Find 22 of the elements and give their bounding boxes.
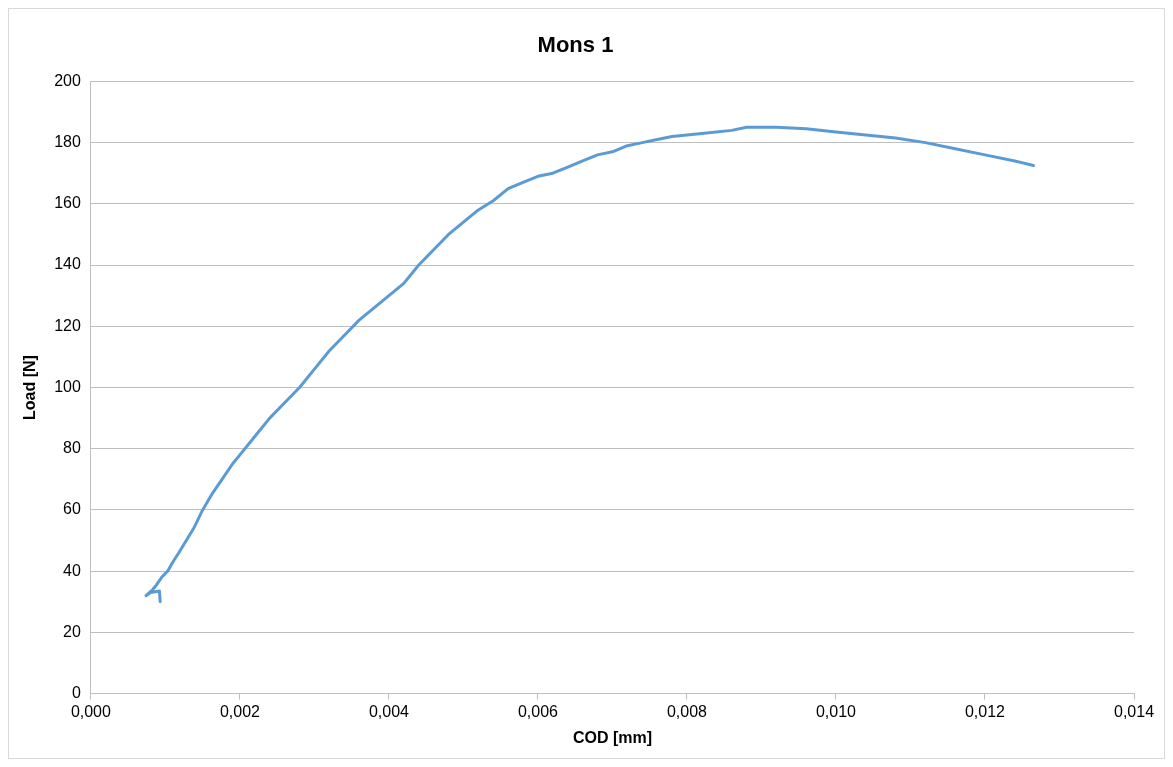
y-tick-label: 200 [54,71,81,89]
chart-title: Mons 1 [537,32,614,58]
y-tick-label: 180 [54,133,81,151]
y-tick-label: 100 [54,377,81,395]
x-tick-label: 0,014 [1113,702,1155,720]
x-tick-label: 0,012 [964,702,1006,720]
x-tick-label: 0,008 [666,702,708,720]
y-tick-label: 60 [63,500,81,518]
x-axis-title: COD [mm] [572,728,652,746]
y-tick-label: 20 [63,622,81,640]
x-tick-label: 0,000 [70,702,112,720]
x-tick-label: 0,002 [219,702,261,720]
y-tick-label: 140 [54,255,81,273]
y-tick-label: 0 [71,684,81,702]
x-tick-label: 0,004 [368,702,410,720]
y-tick-label: 120 [54,316,81,334]
y-tick-label: 160 [54,194,81,212]
y-axis-title: Load [N] [21,355,39,420]
y-tick-label: 40 [63,561,81,579]
x-tick-label: 0,006 [517,702,559,720]
y-tick-label: 80 [63,439,81,457]
x-tick-label: 0,010 [815,702,857,720]
